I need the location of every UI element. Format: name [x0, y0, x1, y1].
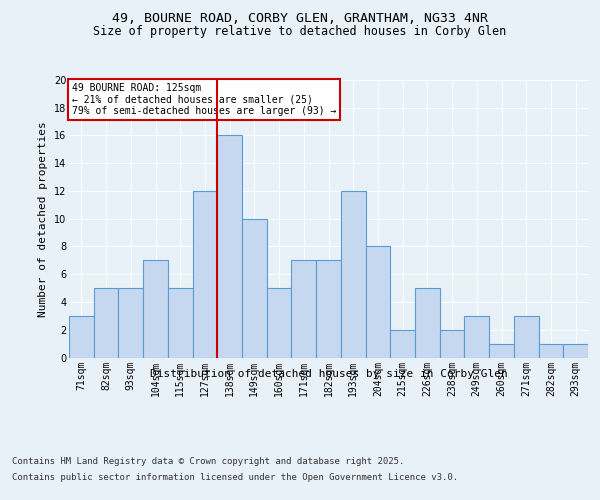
Text: 49, BOURNE ROAD, CORBY GLEN, GRANTHAM, NG33 4NR: 49, BOURNE ROAD, CORBY GLEN, GRANTHAM, N… [112, 12, 488, 26]
Bar [242, 219, 267, 358]
Bar [94, 288, 118, 358]
Bar [292, 260, 316, 358]
Bar [514, 316, 539, 358]
Bar [415, 288, 440, 358]
Bar [143, 260, 168, 358]
Text: 49 BOURNE ROAD: 125sqm
← 21% of detached houses are smaller (25)
79% of semi-det: 49 BOURNE ROAD: 125sqm ← 21% of detached… [71, 83, 336, 116]
Bar [341, 191, 365, 358]
Y-axis label: Number of detached properties: Number of detached properties [38, 121, 48, 316]
Text: Distribution of detached houses by size in Corby Glen: Distribution of detached houses by size … [150, 369, 508, 379]
Bar [440, 330, 464, 357]
Bar [217, 136, 242, 358]
Bar [390, 330, 415, 357]
Text: Contains public sector information licensed under the Open Government Licence v3: Contains public sector information licen… [12, 472, 458, 482]
Bar [69, 316, 94, 358]
Bar [539, 344, 563, 357]
Bar [118, 288, 143, 358]
Bar [489, 344, 514, 357]
Bar [168, 288, 193, 358]
Bar [267, 288, 292, 358]
Bar [464, 316, 489, 358]
Text: Contains HM Land Registry data © Crown copyright and database right 2025.: Contains HM Land Registry data © Crown c… [12, 458, 404, 466]
Bar [193, 191, 217, 358]
Bar [316, 260, 341, 358]
Text: Size of property relative to detached houses in Corby Glen: Size of property relative to detached ho… [94, 25, 506, 38]
Bar [365, 246, 390, 358]
Bar [563, 344, 588, 357]
